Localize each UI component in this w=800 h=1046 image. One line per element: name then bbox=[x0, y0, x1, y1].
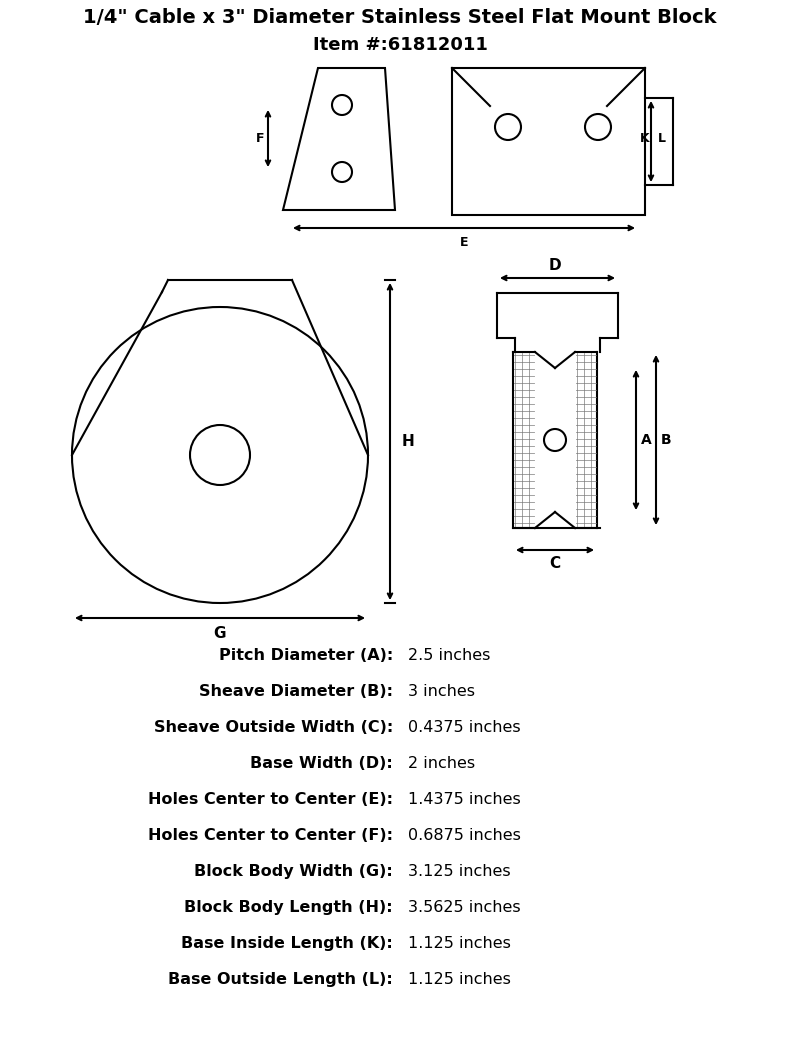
Text: D: D bbox=[549, 258, 562, 273]
Text: E: E bbox=[460, 235, 468, 249]
Text: 3.5625 inches: 3.5625 inches bbox=[408, 900, 521, 915]
Text: 3 inches: 3 inches bbox=[408, 684, 475, 699]
Text: 0.4375 inches: 0.4375 inches bbox=[408, 720, 521, 735]
Text: L: L bbox=[658, 132, 666, 144]
Text: 1/4" Cable x 3" Diameter Stainless Steel Flat Mount Block: 1/4" Cable x 3" Diameter Stainless Steel… bbox=[83, 8, 717, 27]
Text: Block Body Length (H):: Block Body Length (H): bbox=[184, 900, 393, 915]
Text: Sheave Outside Width (C):: Sheave Outside Width (C): bbox=[154, 720, 393, 735]
Text: K: K bbox=[640, 132, 650, 144]
Text: Item #:61812011: Item #:61812011 bbox=[313, 36, 487, 54]
Text: Block Body Width (G):: Block Body Width (G): bbox=[194, 864, 393, 879]
Text: 3.125 inches: 3.125 inches bbox=[408, 864, 510, 879]
Text: 1.125 inches: 1.125 inches bbox=[408, 972, 511, 987]
Circle shape bbox=[544, 429, 566, 451]
Text: Base Outside Length (L):: Base Outside Length (L): bbox=[168, 972, 393, 987]
Text: 2.5 inches: 2.5 inches bbox=[408, 649, 490, 663]
Text: 0.6875 inches: 0.6875 inches bbox=[408, 828, 521, 843]
Text: Base Inside Length (K):: Base Inside Length (K): bbox=[182, 936, 393, 951]
Text: Holes Center to Center (E):: Holes Center to Center (E): bbox=[148, 792, 393, 808]
Text: H: H bbox=[402, 434, 414, 449]
Text: G: G bbox=[214, 627, 226, 641]
Text: 2 inches: 2 inches bbox=[408, 756, 475, 771]
Text: 1.4375 inches: 1.4375 inches bbox=[408, 792, 521, 808]
Text: F: F bbox=[256, 132, 264, 144]
Text: C: C bbox=[550, 556, 561, 571]
Text: B: B bbox=[661, 433, 672, 447]
Text: Base Width (D):: Base Width (D): bbox=[250, 756, 393, 771]
Text: Pitch Diameter (A):: Pitch Diameter (A): bbox=[218, 649, 393, 663]
Text: Holes Center to Center (F):: Holes Center to Center (F): bbox=[148, 828, 393, 843]
Text: A: A bbox=[641, 433, 652, 447]
Text: 1.125 inches: 1.125 inches bbox=[408, 936, 511, 951]
Text: Sheave Diameter (B):: Sheave Diameter (B): bbox=[199, 684, 393, 699]
